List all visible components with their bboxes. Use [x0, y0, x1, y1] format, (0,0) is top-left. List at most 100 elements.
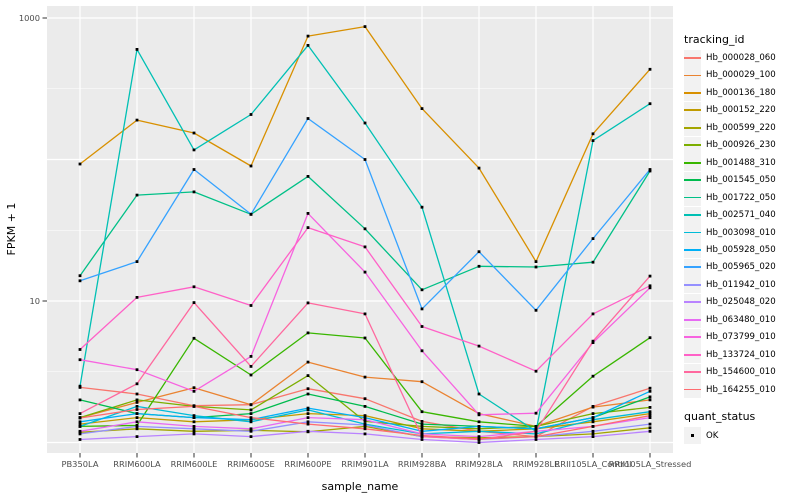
data-point: [306, 408, 310, 412]
data-point: [648, 410, 652, 414]
data-point: [192, 190, 196, 194]
legend-item-label: Hb_164255_010: [706, 384, 776, 395]
data-point: [78, 279, 82, 283]
data-point: [135, 427, 139, 431]
data-point: [249, 365, 253, 368]
legend-line-swatch: [684, 283, 701, 286]
data-point: [477, 344, 481, 348]
data-point: [648, 67, 652, 71]
legend-key: [684, 293, 701, 311]
ok-point-icon: [690, 433, 695, 438]
legend: tracking_id Hb_000028_060 Hb_000029_100 Hb…: [681, 0, 800, 500]
y-tick-label: 10: [29, 296, 40, 306]
legend-item-label: Hb_005965_020: [706, 262, 776, 273]
data-point: [363, 25, 367, 28]
data-point: [363, 418, 367, 422]
x-tick-label: RRII105LA_Stressed: [609, 459, 692, 469]
data-point: [534, 369, 538, 373]
legend-item-label: Hb_063480_010: [706, 314, 776, 325]
data-point: [591, 412, 595, 415]
legend-item-label: Hb_001545_050: [706, 175, 776, 186]
data-point: [477, 413, 481, 417]
legend-line-swatch: [684, 214, 701, 216]
data-point: [534, 432, 538, 436]
data-point: [648, 395, 652, 399]
legend-key: [684, 258, 701, 276]
data-point: [420, 432, 424, 436]
data-point: [78, 432, 82, 436]
data-point: [78, 398, 82, 402]
data-point: [363, 427, 367, 431]
data-point: [306, 360, 310, 364]
data-point: [648, 422, 652, 426]
data-point: [591, 374, 595, 378]
legend-key: [684, 189, 701, 207]
data-point: [477, 427, 481, 431]
legend-key: [684, 136, 701, 154]
legend-line-swatch: [684, 179, 701, 182]
x-tick-label: RRIM901LA: [341, 459, 389, 469]
x-tick-label: RRIM928BA: [398, 459, 447, 469]
data-point: [534, 427, 538, 431]
data-point: [591, 418, 595, 422]
legend-line-swatch: [684, 126, 701, 129]
data-point: [648, 412, 652, 415]
data-point: [306, 422, 310, 426]
legend-line-swatch: [684, 144, 701, 147]
data-point: [648, 398, 652, 402]
data-point: [192, 389, 196, 393]
data-point: [363, 375, 367, 379]
data-point: [534, 429, 538, 433]
data-point: [306, 416, 310, 419]
legend-key: [684, 381, 701, 399]
legend-item-label: Hb_000028_060: [706, 53, 776, 63]
data-point: [135, 48, 139, 51]
legend-title-tracking-id: tracking_id: [684, 33, 745, 46]
data-point: [78, 358, 82, 362]
data-point: [78, 416, 82, 420]
data-point: [135, 401, 139, 404]
x-tick-label: RRIM928LA: [455, 459, 503, 469]
legend-item-label: Hb_154600_010: [706, 367, 776, 378]
legend-line-swatch: [684, 301, 701, 304]
legend-item-label: Hb_011942_010: [706, 279, 776, 290]
data-point: [363, 270, 367, 274]
legend-item-label: Hb_025048_020: [706, 297, 776, 308]
data-point: [135, 398, 139, 402]
data-point: [192, 386, 196, 390]
data-point: [477, 429, 481, 433]
data-point: [648, 406, 652, 409]
legend-item-label: Hb_001488_310: [706, 157, 776, 168]
x-axis-title: sample_name: [322, 480, 399, 493]
legend-line-swatch: [684, 74, 701, 77]
data-point: [135, 260, 139, 263]
data-point: [363, 312, 367, 316]
data-point: [78, 425, 82, 428]
data-point: [363, 405, 367, 408]
data-point: [306, 374, 310, 377]
legend-line-swatch: [684, 388, 701, 391]
legend-key: [684, 224, 701, 241]
data-point: [78, 438, 82, 441]
legend-item: Hb_000599_220: [684, 119, 776, 137]
data-point: [534, 260, 538, 263]
legend-item-label: Hb_003098_010: [706, 227, 776, 238]
legend-item-label: OK: [706, 430, 719, 441]
data-point: [363, 245, 367, 249]
y-tick-label: 1000: [19, 13, 40, 23]
legend-key: [684, 427, 701, 444]
data-point: [249, 429, 253, 433]
x-tick-label: RRIM600LE: [171, 459, 218, 469]
data-point: [648, 168, 652, 171]
legend-item: Hb_011942_010: [684, 276, 776, 294]
data-point: [135, 296, 139, 299]
legend-item-label: Hb_002571_040: [706, 210, 776, 221]
data-point: [306, 387, 310, 391]
data-point: [534, 265, 538, 269]
data-point: [363, 416, 367, 419]
legend-line-swatch: [684, 57, 701, 59]
data-point: [192, 148, 196, 152]
legend-line-swatch: [684, 91, 701, 94]
legend-key: [684, 328, 701, 346]
